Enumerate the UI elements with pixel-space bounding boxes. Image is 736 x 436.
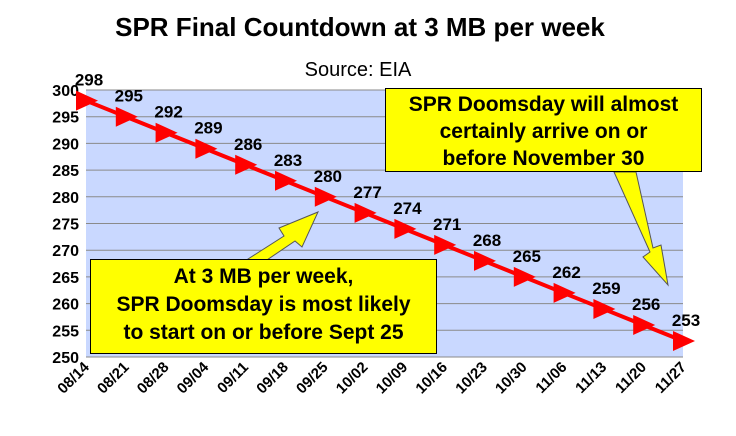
x-tick-label: 10/23	[452, 359, 491, 398]
data-point-marker	[593, 298, 616, 319]
y-axis: 250 255 260 265 270 275 280 285 290 295 300	[52, 83, 79, 367]
data-point-marker	[115, 106, 138, 127]
data-label: 298	[75, 71, 103, 90]
data-point-marker	[633, 314, 656, 335]
x-tick-label: 10/09	[373, 359, 412, 398]
y-tick-label: 275	[52, 217, 79, 234]
data-label: 280	[314, 167, 342, 186]
data-point-marker	[275, 170, 297, 191]
data-label: 262	[552, 263, 580, 282]
data-label: 295	[115, 87, 143, 106]
callout-left-line-2: SPR Doomsday is most likely	[116, 293, 411, 316]
callout-doomsday-november: SPR Doomsday will almost certainly arriv…	[385, 88, 702, 172]
data-label: 256	[632, 295, 660, 314]
callout-left-line-1: At 3 MB per week,	[173, 265, 354, 288]
x-tick-label: 09/11	[214, 359, 252, 397]
data-point-marker	[394, 218, 417, 239]
data-label: 259	[592, 279, 620, 298]
data-point-marker	[474, 250, 496, 271]
x-tick-label: 08/21	[94, 359, 133, 398]
data-point-marker	[513, 266, 536, 287]
callout-right-line-3: before November 30	[442, 147, 645, 170]
data-point-marker	[553, 282, 576, 303]
x-tick-label: 11/06	[532, 359, 570, 397]
chart-subtitle: Source: EIA	[305, 59, 412, 81]
x-tick-label: 10/16	[412, 359, 451, 398]
data-point-marker	[673, 330, 695, 351]
x-tick-label: 11/20	[612, 359, 650, 397]
y-tick-label: 295	[52, 110, 79, 127]
data-label: 283	[274, 151, 302, 170]
y-tick-label: 280	[52, 190, 79, 207]
data-label: 277	[353, 183, 381, 202]
y-tick-label: 270	[52, 243, 79, 260]
callout-arrow-right	[613, 171, 669, 287]
data-label: 289	[194, 119, 222, 138]
y-tick-label: 260	[52, 297, 79, 314]
y-tick-label: 290	[52, 136, 79, 153]
data-point-marker	[354, 202, 377, 223]
series-line-path	[85, 98, 684, 343]
data-point-marker	[155, 122, 178, 143]
data-point-marker	[76, 90, 98, 111]
x-tick-label: 08/28	[134, 359, 173, 398]
callout-right-line-1: SPR Doomsday will almost	[408, 93, 679, 116]
series-markers	[76, 90, 695, 351]
data-point-marker	[235, 154, 258, 175]
callout-arrows	[247, 171, 669, 287]
data-point-marker	[434, 234, 457, 255]
data-label: 271	[433, 215, 461, 234]
data-label: 292	[154, 103, 182, 122]
data-label: 268	[473, 231, 501, 250]
data-point-marker	[314, 186, 337, 207]
data-labels: 298 295 292 289 286 283 280 277 274 271 268 265 262 2…	[75, 71, 700, 330]
x-tick-label: 10/02	[333, 359, 372, 398]
data-point-marker	[195, 138, 218, 159]
x-tick-label: 10/30	[492, 359, 531, 398]
callout-right-line-2: certainly arrive on or	[439, 120, 648, 143]
y-tick-label: 300	[52, 83, 79, 100]
data-label: 274	[393, 199, 422, 218]
x-tick-label: 11/27	[652, 359, 690, 397]
x-axis: 08/14 08/21 08/28 09/04 09/11 09/18 09/25 10/02…	[54, 358, 690, 397]
y-tick-label: 285	[52, 163, 79, 180]
series-line	[85, 98, 684, 343]
x-tick-label: 09/04	[174, 358, 213, 397]
chart-title: SPR Final Countdown at 3 MB per week	[115, 12, 605, 42]
y-tick-label: 265	[52, 270, 79, 287]
y-tick-label: 250	[52, 350, 79, 367]
x-tick-label: 11/13	[572, 359, 610, 397]
callout-doomsday-september: At 3 MB per week, SPR Doomsday is most l…	[90, 259, 437, 354]
data-label: 286	[234, 135, 262, 154]
callout-left-line-3: to start on or before Sept 25	[123, 321, 404, 344]
x-tick-label: 09/18	[253, 359, 292, 398]
x-tick-label: 09/25	[293, 359, 332, 398]
y-tick-label: 255	[52, 323, 79, 340]
data-label: 253	[672, 311, 700, 330]
data-label: 265	[513, 247, 541, 266]
